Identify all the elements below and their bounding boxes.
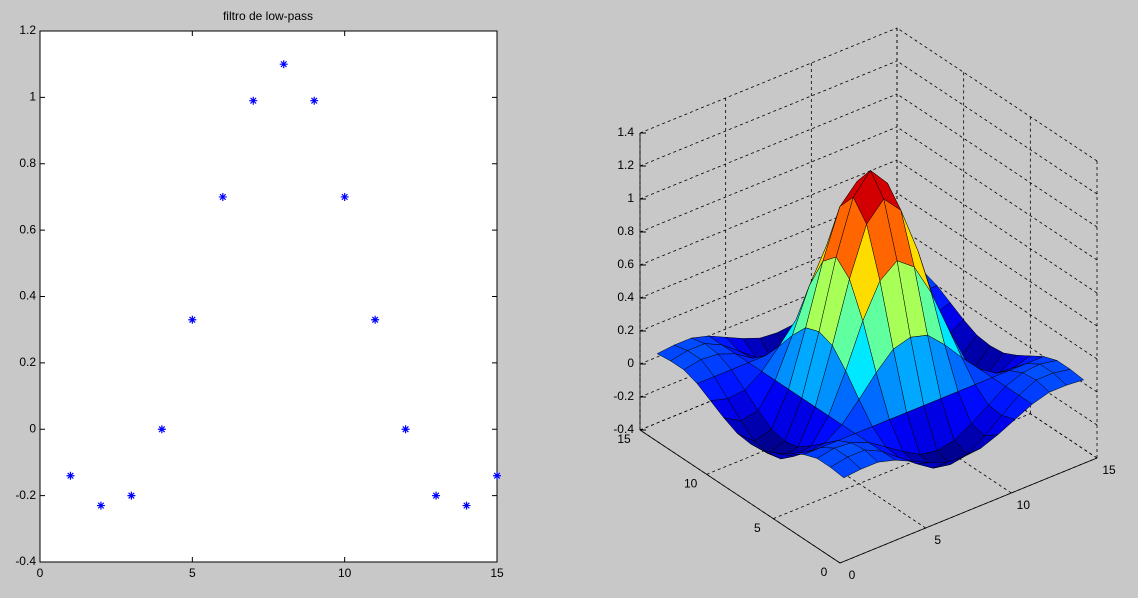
x-tick-label: 15 [1102,463,1116,477]
y-tick-label: 0 [29,421,36,435]
grid-line [896,126,1098,261]
x-tick-label: 0 [849,568,856,582]
grid-line [896,60,1098,195]
grid-line [896,192,1098,327]
chart-title: filtro de low-pass [223,9,313,23]
z-tick-label: 0.4 [617,290,634,304]
y-tick-label: 0.6 [19,222,36,236]
y-axis-line [639,429,841,564]
y-tick-label: 5 [754,521,761,535]
z-tick-label: 0.8 [617,224,634,238]
grid-line [639,27,898,134]
point [127,491,136,500]
grid-line [896,225,1098,360]
x-tick-label: 15 [490,566,504,580]
y-tick-label: 0.2 [19,355,36,369]
z-tick-label: -0.4 [613,422,634,436]
point [340,192,349,201]
axes-box [39,30,498,563]
y-tick-label: 10 [684,477,698,491]
point [462,501,471,510]
point [218,192,227,201]
point [310,96,319,105]
point [493,471,501,480]
grid-line [896,93,1098,228]
grid-line [639,225,898,332]
z-tick-label: 1.4 [617,125,634,139]
grid-line [896,27,1098,162]
x-tick-label: 5 [189,566,196,580]
y-tick-label: 15 [617,432,631,446]
z-tick-label: -0.2 [613,389,634,403]
x-tick-label: 10 [1017,498,1031,512]
grid-line [639,60,898,167]
grid-line [639,93,898,200]
x-axis-line [839,457,1098,564]
grid-line [639,126,898,233]
y-tick-label: 1.2 [19,23,36,37]
grid-line [639,159,898,266]
y-tick-label: 1 [29,90,36,104]
grid-line [896,159,1098,294]
point [157,425,166,434]
grid-line [639,192,898,299]
y-tick-label: 0.4 [19,289,36,303]
z-tick-label: 0.2 [617,323,634,337]
z-tick-label: 0.6 [617,257,634,271]
x-tick-label: 5 [934,533,941,547]
z-tick-label: 0 [627,356,634,370]
grid-line [773,413,1031,520]
y-tick-label: -0.4 [15,554,36,568]
point [249,96,258,105]
point [96,501,105,510]
z-tick-label: 1 [627,191,634,205]
point [279,60,288,69]
z-tick-label: 1.2 [617,158,634,172]
point [401,425,410,434]
y-tick-label: 0.8 [19,156,36,170]
point [371,315,380,324]
x-tick-label: 0 [37,566,44,580]
point [66,471,75,480]
point [432,491,441,500]
y-tick-label: -0.2 [15,488,36,502]
y-tick-label: 0 [821,565,828,579]
x-tick-label: 10 [338,566,352,580]
surface-face [830,456,862,479]
point [188,315,197,324]
grid-line [639,258,898,365]
